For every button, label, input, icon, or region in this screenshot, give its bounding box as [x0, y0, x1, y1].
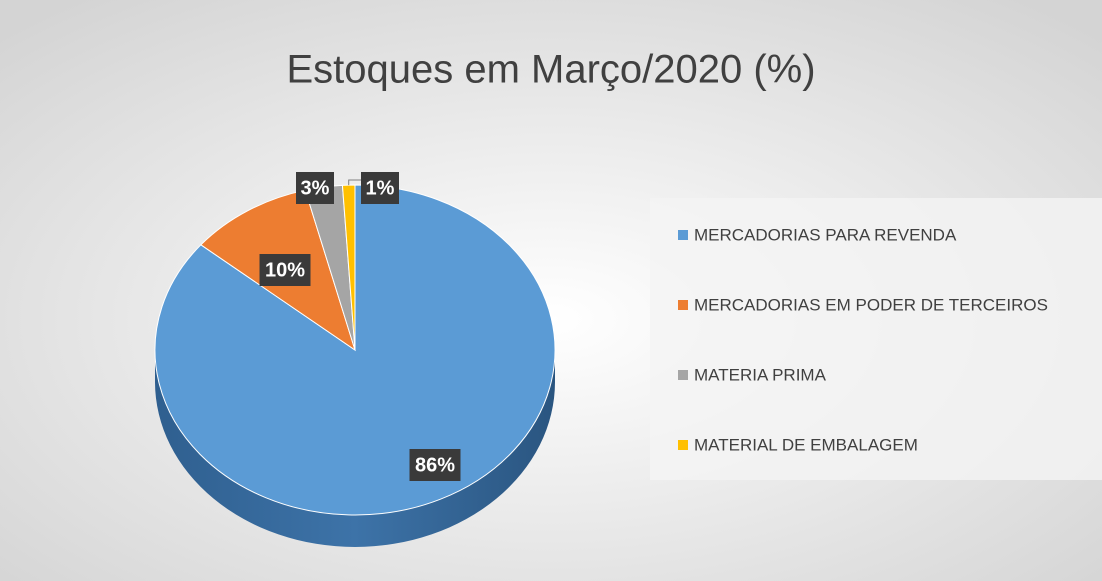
- legend-label: MERCADORIAS PARA REVENDA: [694, 225, 957, 244]
- chart-title: Estoques em Março/2020 (%): [286, 48, 815, 92]
- pie-slice: [154, 184, 556, 516]
- data-label-box: [361, 172, 399, 204]
- data-label: 1%: [366, 177, 395, 199]
- legend-panel: [650, 198, 1102, 480]
- legend-swatch: [678, 370, 688, 380]
- data-label: 10%: [265, 259, 305, 281]
- legend-label: MERCADORIAS EM PODER DE TERCEIROS: [694, 295, 1048, 314]
- leader-line: [348, 179, 361, 186]
- legend-label: MATERIAL DE EMBALAGEM: [694, 435, 918, 454]
- legend-swatch: [678, 300, 688, 310]
- data-label: 86%: [415, 454, 455, 476]
- legend-swatch: [678, 440, 688, 450]
- data-label-box: [296, 172, 334, 204]
- legend-label: MATERIA PRIMA: [694, 365, 827, 384]
- pie-slice: [341, 184, 356, 351]
- pie-side: [155, 350, 555, 547]
- data-label: 3%: [301, 177, 330, 199]
- legend-swatch: [678, 230, 688, 240]
- data-label-box: [409, 449, 461, 481]
- data-label-box: [259, 254, 311, 286]
